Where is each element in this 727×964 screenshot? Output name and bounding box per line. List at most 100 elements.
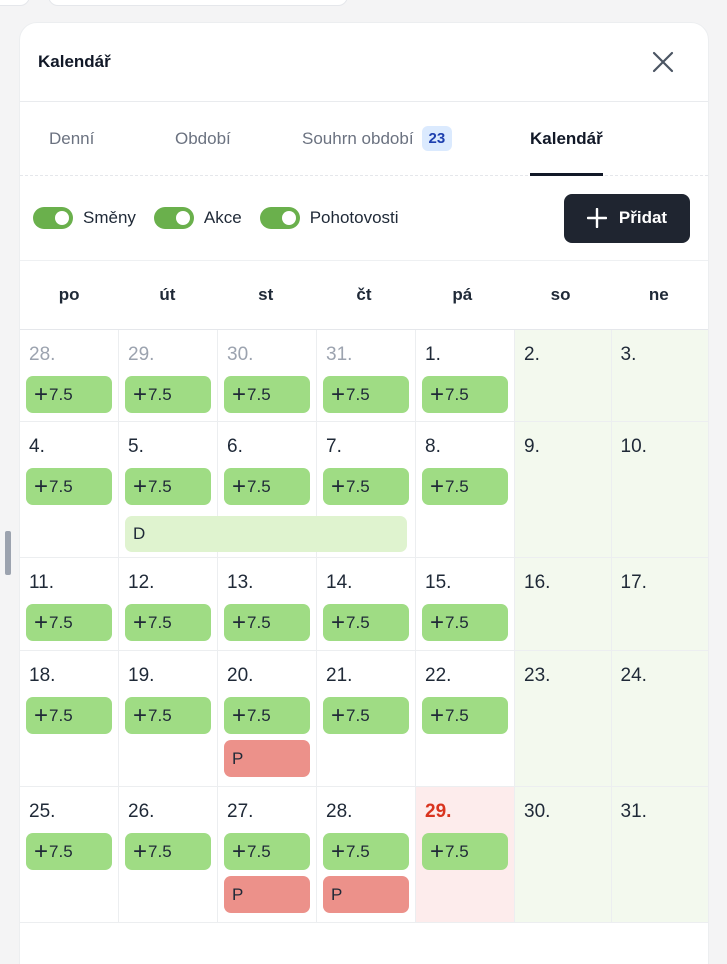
shift-chip[interactable]: +7.5 [125,376,211,413]
plus-icon: + [331,701,346,729]
day-cell[interactable]: 27. +7.5 P [218,787,317,923]
toggle-smeny[interactable]: Směny [33,207,136,229]
shift-chip[interactable]: +7.5 [224,697,310,734]
day-cell-today[interactable]: 29. +7.5 [416,787,515,923]
day-cell[interactable]: 4. +7.5 [20,422,119,558]
shift-chip[interactable]: +7.5 [26,376,112,413]
day-cell[interactable]: 18. +7.5 [20,651,119,787]
toggle-label: Směny [83,208,136,227]
day-cell[interactable]: 5. +7.5 D [119,422,407,558]
shift-chip[interactable]: +7.5 [26,697,112,734]
shift-chip[interactable]: +7.5 [125,468,211,505]
event-chip-p[interactable]: P [323,876,409,913]
shift-chip[interactable]: +7.5 [26,468,112,505]
day-cell[interactable]: 25. +7.5 [20,787,119,923]
shift-chip[interactable]: +7.5 [323,376,409,413]
day-cell[interactable]: 22. +7.5 [416,651,515,787]
shift-hours: 7.5 [445,612,469,632]
shift-chip[interactable]: +7.5 [323,604,409,641]
toggle-switch[interactable] [259,207,300,229]
tab-obdobi[interactable]: Období [175,102,302,175]
day-number: 14. [326,572,353,593]
filter-row: Směny Akce Pohotovosti Přidat [20,176,708,261]
shift-chip[interactable]: +7.5 [422,697,508,734]
day-cell-weekend[interactable]: 31. [611,787,708,923]
day-cell-weekend[interactable]: 24. [611,651,708,787]
day-number: 21. [326,665,353,686]
shift-chip[interactable]: +7.5 [125,697,211,734]
tab-kalendar[interactable]: Kalendář [530,102,603,176]
day-cell[interactable]: 13. +7.5 [218,558,317,651]
plus-icon: + [331,472,346,500]
day-number: 15. [425,572,452,593]
day-number: 5. [128,436,144,457]
day-cell[interactable]: 21. +7.5 [317,651,416,787]
toggle-switch[interactable] [33,207,73,229]
day-cell[interactable]: 19. +7.5 [119,651,218,787]
day-number: 31. [620,801,647,822]
toggle-switch[interactable] [153,207,194,229]
day-cell[interactable]: 28. +7.5 P [317,787,416,923]
shift-chip[interactable]: +7.5 [125,833,211,870]
scroll-handle[interactable] [5,531,11,575]
panel-header: Kalendář [20,23,708,102]
day-cell[interactable]: 8. +7.5 [416,422,515,558]
day-cell[interactable]: 15. +7.5 [416,558,515,651]
day-cell-weekend[interactable]: 2. [515,330,612,422]
shift-chip[interactable]: +7.5 [26,604,112,641]
shift-hours: 7.5 [148,841,172,861]
toggle-label: Akce [203,208,242,227]
day-cell[interactable]: 14. +7.5 [317,558,416,651]
tab-souhrn-obdobi[interactable]: Souhrn období 23 [302,102,530,175]
toggle-knob [175,211,190,225]
shift-chip[interactable]: +7.5 [422,604,508,641]
day-cell-weekend[interactable]: 3. [611,330,708,422]
event-chip-p[interactable]: P [224,740,310,777]
toggle-pohotovosti[interactable]: Pohotovosti [259,207,399,229]
tab-denni[interactable]: Denní [49,102,175,175]
day-number: 22. [425,665,452,686]
plus-icon: + [331,608,346,636]
shift-chip[interactable]: +7.5 [422,376,508,413]
shift-chip[interactable]: +7.5 [26,833,112,870]
day-cell[interactable]: 26. +7.5 [119,787,218,923]
shift-chip[interactable]: +7.5 [422,468,508,505]
day-cell[interactable]: 12. +7.5 [119,558,218,651]
day-cell[interactable]: 28. +7.5 [20,330,119,422]
day-number: 19. [128,665,155,686]
day-cell-weekend[interactable]: 23. [515,651,612,787]
day-cell-weekend[interactable]: 10. [611,422,708,558]
close-button[interactable] [648,47,678,77]
day-cell[interactable]: 31. +7.5 [317,330,416,422]
day-cell[interactable]: 6. +7.5 [218,422,317,558]
shift-hours: 7.5 [445,384,469,404]
day-cell-weekend[interactable]: 30. [515,787,612,923]
day-number: 30. [227,344,254,365]
day-cell[interactable]: 11. +7.5 [20,558,119,651]
shift-chip[interactable]: +7.5 [224,468,310,505]
shift-chip[interactable]: +7.5 [224,833,310,870]
day-number: 26. [128,801,155,822]
plus-icon: + [331,380,346,408]
shift-chip[interactable]: +7.5 [422,833,508,870]
toggle-akce[interactable]: Akce [153,207,242,229]
day-cell-weekend[interactable]: 9. [515,422,612,558]
shift-chip[interactable]: +7.5 [323,697,409,734]
shift-chip[interactable]: +7.5 [323,468,409,505]
day-cell[interactable]: 30. +7.5 [218,330,317,422]
add-button[interactable]: Přidat [564,193,690,243]
shift-chip[interactable]: +7.5 [125,604,211,641]
shift-chip[interactable]: +7.5 [323,833,409,870]
shift-chip[interactable]: +7.5 [224,604,310,641]
day-cell[interactable]: 1. +7.5 [416,330,515,422]
day-number: 28. [29,344,56,365]
day-cell[interactable]: 29. +7.5 [119,330,218,422]
event-chip-p[interactable]: P [224,876,310,913]
day-cell-weekend[interactable]: 16. [515,558,612,651]
shift-chip[interactable]: +7.5 [224,376,310,413]
event-chip-d[interactable]: D [125,516,407,552]
day-cell[interactable]: 7. +7.5 [317,422,416,558]
shift-hours: 7.5 [346,705,370,725]
day-cell[interactable]: 20. +7.5 P [218,651,317,787]
day-cell-weekend[interactable]: 17. [611,558,708,651]
